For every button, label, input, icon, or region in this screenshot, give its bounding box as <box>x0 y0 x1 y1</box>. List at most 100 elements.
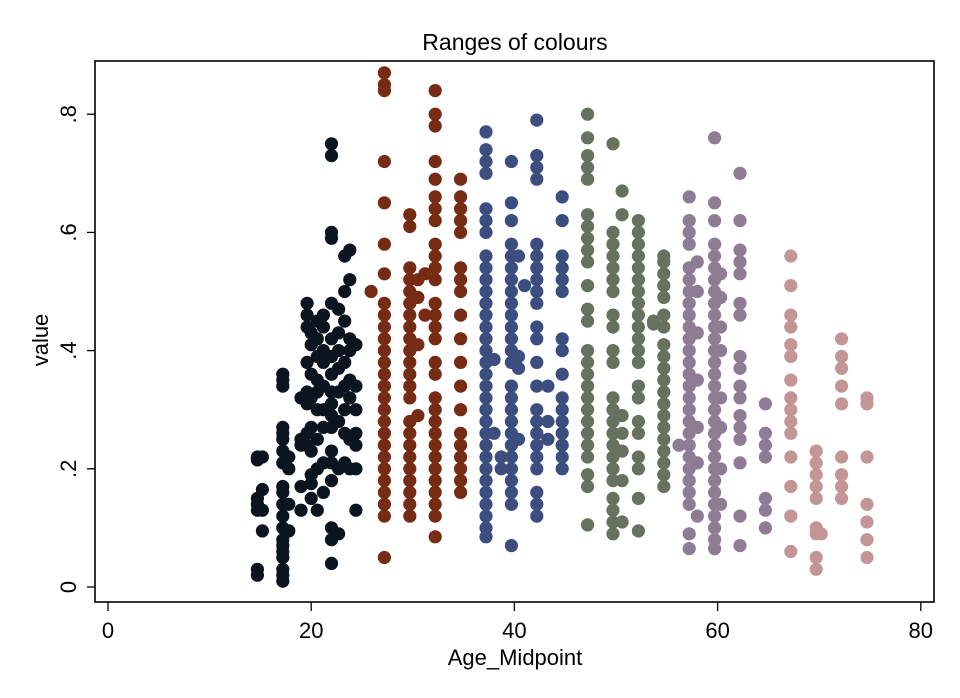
data-point <box>428 462 442 476</box>
data-point <box>454 474 468 488</box>
data-point <box>504 273 518 287</box>
data-point <box>682 308 696 322</box>
data-point <box>581 367 595 381</box>
data-point <box>479 225 493 239</box>
data-point <box>657 320 671 334</box>
data-point <box>606 426 620 440</box>
data-point <box>555 426 569 440</box>
data-point <box>708 474 722 488</box>
y-tick-label: .4 <box>56 341 81 359</box>
data-point <box>714 267 728 281</box>
data-point <box>555 273 569 287</box>
data-point <box>300 355 314 369</box>
data-point <box>304 444 318 458</box>
data-point <box>581 518 595 532</box>
data-point <box>657 432 671 446</box>
data-point <box>479 273 493 287</box>
data-point <box>479 284 493 299</box>
data-point <box>504 391 518 405</box>
data-point <box>428 172 442 186</box>
data-point <box>581 255 595 269</box>
data-point <box>377 414 391 429</box>
data-point <box>708 509 722 523</box>
data-point <box>504 284 518 299</box>
data-point <box>682 190 696 204</box>
data-point <box>708 237 722 251</box>
data-point <box>631 214 646 228</box>
data-point <box>631 491 646 505</box>
data-point <box>530 113 544 127</box>
data-point <box>403 509 417 523</box>
data-point <box>809 468 823 482</box>
data-point <box>631 249 646 263</box>
data-point <box>606 344 620 358</box>
data-point <box>332 302 346 316</box>
data-point <box>403 462 417 476</box>
data-point <box>403 367 417 381</box>
data-point <box>255 450 269 464</box>
data-point <box>479 166 493 180</box>
data-point <box>479 249 493 263</box>
data-point <box>454 332 468 346</box>
data-point <box>454 284 468 299</box>
data-point <box>454 308 468 322</box>
data-point <box>403 355 417 369</box>
data-point <box>606 320 620 334</box>
data-point <box>708 367 722 381</box>
data-point <box>294 479 308 494</box>
data-point <box>428 485 442 499</box>
data-point <box>690 326 704 340</box>
data-point <box>276 509 290 523</box>
data-point <box>454 214 468 228</box>
data-point <box>428 403 442 417</box>
data-point <box>784 509 798 523</box>
data-point <box>403 426 417 440</box>
data-point <box>708 196 722 210</box>
y-tick-label: .2 <box>56 460 81 478</box>
data-point <box>403 219 417 234</box>
data-point <box>504 414 518 429</box>
data-point <box>454 355 468 369</box>
data-point <box>479 462 493 476</box>
data-point <box>657 349 671 364</box>
data-point <box>304 491 318 505</box>
data-point <box>310 432 324 446</box>
data-point <box>343 243 357 257</box>
data-point <box>332 344 346 358</box>
x-tick-label: 0 <box>102 618 114 643</box>
data-point <box>530 172 544 186</box>
data-point <box>377 497 391 511</box>
data-point <box>428 332 442 346</box>
data-point <box>316 485 330 499</box>
data-point <box>255 482 269 497</box>
data-point <box>784 373 798 387</box>
data-point <box>504 308 518 322</box>
data-point <box>657 456 671 470</box>
data-point <box>403 379 417 393</box>
data-point <box>530 485 544 499</box>
data-point <box>518 279 532 293</box>
data-point <box>530 462 544 476</box>
data-point <box>708 332 722 346</box>
data-point <box>733 456 747 470</box>
data-point <box>479 308 493 322</box>
data-point <box>343 273 357 287</box>
data-point <box>428 202 442 216</box>
data-point <box>338 284 352 299</box>
data-point <box>454 485 468 499</box>
data-point <box>606 261 620 275</box>
data-point <box>418 267 432 281</box>
data-point <box>454 438 468 452</box>
data-point <box>377 379 391 393</box>
data-point <box>504 497 518 511</box>
data-point <box>714 344 728 358</box>
data-point <box>682 214 696 228</box>
data-point <box>454 225 468 239</box>
data-point <box>418 308 432 322</box>
y-tick-label: 0 <box>56 581 81 593</box>
data-point <box>581 208 595 222</box>
data-point <box>631 524 646 538</box>
data-point <box>733 379 747 393</box>
data-point <box>428 296 442 310</box>
